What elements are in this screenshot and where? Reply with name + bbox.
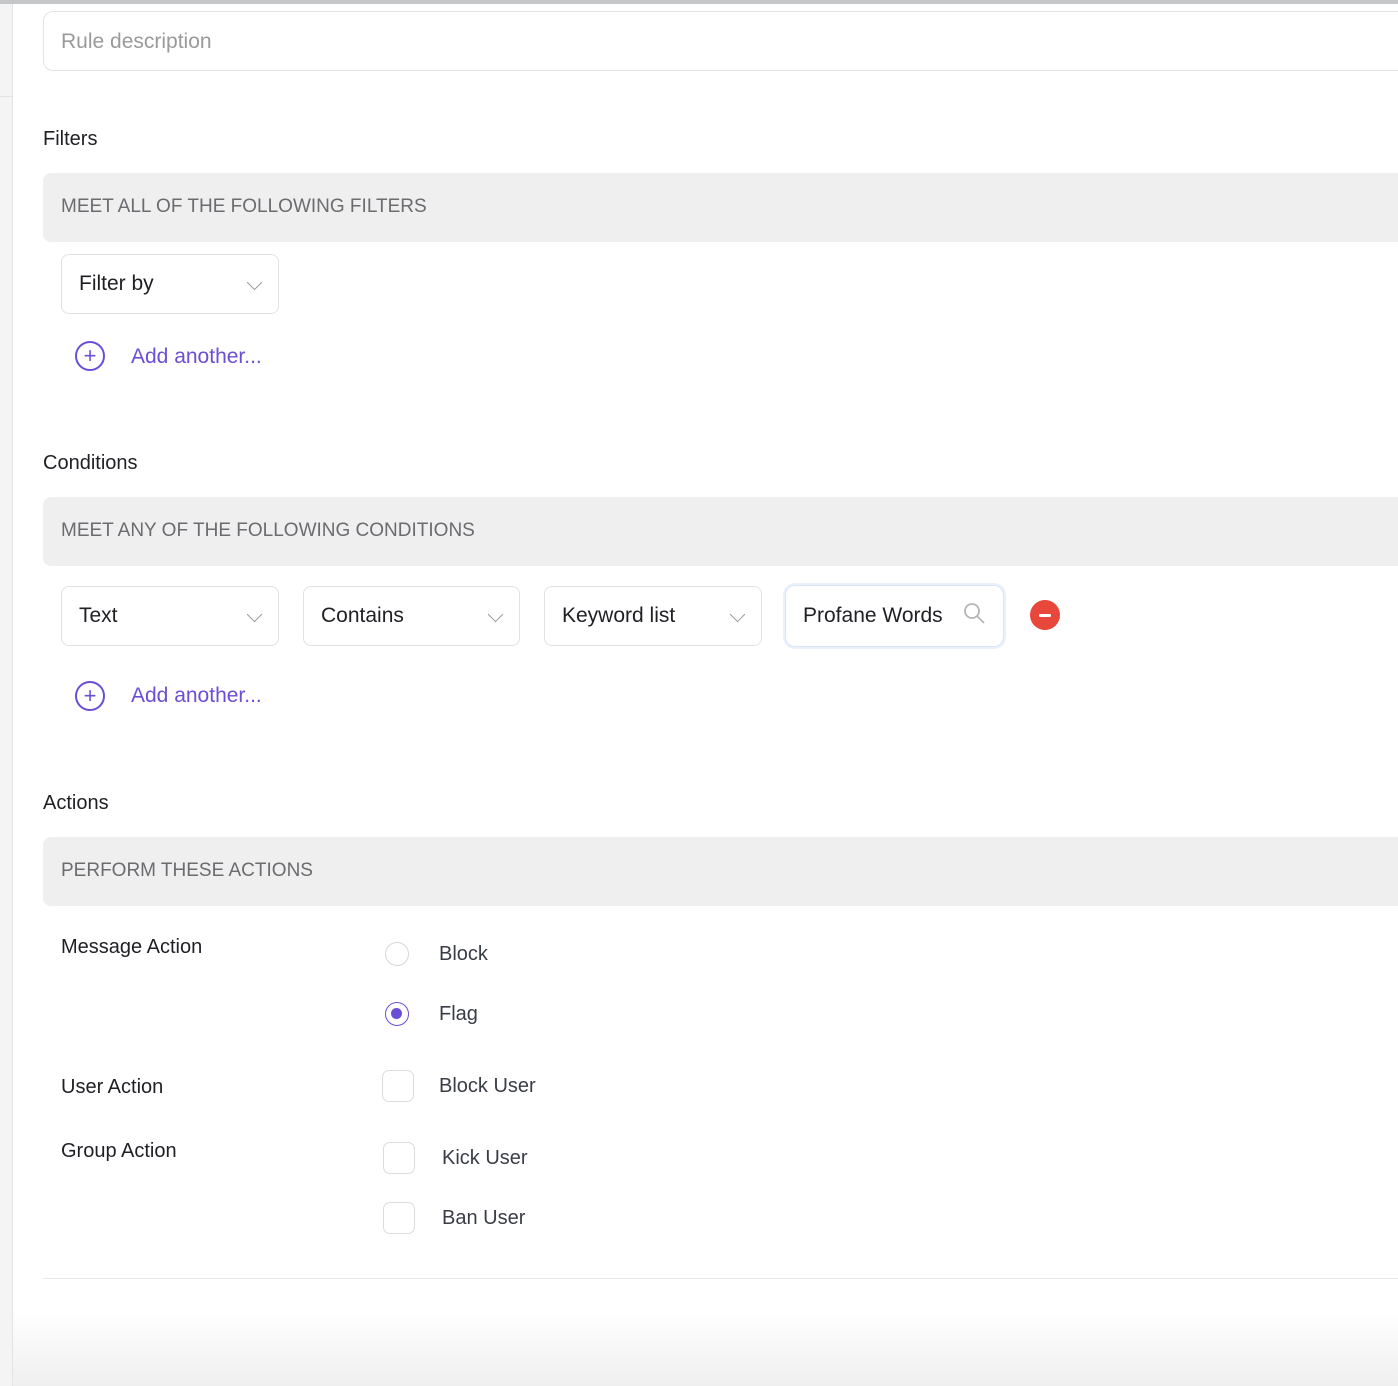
block-user-label[interactable]: Block User — [439, 1075, 536, 1097]
block-user-checkbox[interactable] — [382, 1070, 414, 1102]
condition-operator-label: Contains — [321, 604, 404, 627]
keyword-list-value: Profane Words — [803, 604, 943, 627]
condition-value-type-select[interactable]: Keyword list — [544, 586, 762, 646]
condition-operator-select[interactable]: Contains — [303, 586, 520, 646]
divider — [43, 1278, 1398, 1279]
chevron-down-icon — [729, 606, 746, 623]
kick-user-checkbox[interactable] — [383, 1142, 415, 1174]
chevron-down-icon — [487, 606, 504, 623]
add-circle-icon[interactable]: + — [75, 341, 105, 371]
condition-field-label: Text — [79, 604, 118, 627]
actions-band: PERFORM THESE ACTIONS — [43, 837, 1398, 906]
chevron-down-icon — [246, 274, 263, 291]
conditions-heading: Conditions — [43, 452, 138, 474]
footer-fade — [13, 1310, 1398, 1386]
filters-heading: Filters — [43, 128, 98, 150]
filter-by-label: Filter by — [79, 272, 154, 295]
block-radio[interactable] — [385, 942, 409, 966]
left-rail — [0, 4, 13, 1386]
ban-user-label[interactable]: Ban User — [442, 1207, 526, 1229]
condition-field-select[interactable]: Text — [61, 586, 279, 646]
condition-value-type-label: Keyword list — [562, 604, 676, 627]
rule-description-input[interactable]: Rule description — [43, 11, 1398, 71]
conditions-band: MEET ANY OF THE FOLLOWING CONDITIONS — [43, 497, 1398, 566]
add-filter-link[interactable]: Add another... — [131, 345, 262, 368]
ban-user-checkbox[interactable] — [383, 1202, 415, 1234]
block-option-label[interactable]: Block — [439, 943, 488, 965]
actions-heading: Actions — [43, 792, 109, 814]
search-icon — [964, 603, 985, 624]
remove-condition-button[interactable] — [1030, 600, 1060, 630]
filters-band: MEET ALL OF THE FOLLOWING FILTERS — [43, 173, 1398, 242]
flag-option-label[interactable]: Flag — [439, 1003, 478, 1025]
flag-radio[interactable] — [385, 1002, 409, 1026]
message-action-label: Message Action — [61, 936, 203, 958]
kick-user-label[interactable]: Kick User — [442, 1147, 528, 1169]
filter-by-select[interactable]: Filter by — [61, 254, 279, 314]
group-action-label: Group Action — [61, 1140, 177, 1162]
chevron-down-icon — [246, 606, 263, 623]
add-condition-link[interactable]: Add another... — [131, 684, 262, 707]
user-action-label: User Action — [61, 1076, 164, 1098]
keyword-list-search-input[interactable]: Profane Words — [785, 585, 1004, 647]
add-circle-icon[interactable]: + — [75, 681, 105, 711]
window-top-border — [0, 0, 1398, 4]
